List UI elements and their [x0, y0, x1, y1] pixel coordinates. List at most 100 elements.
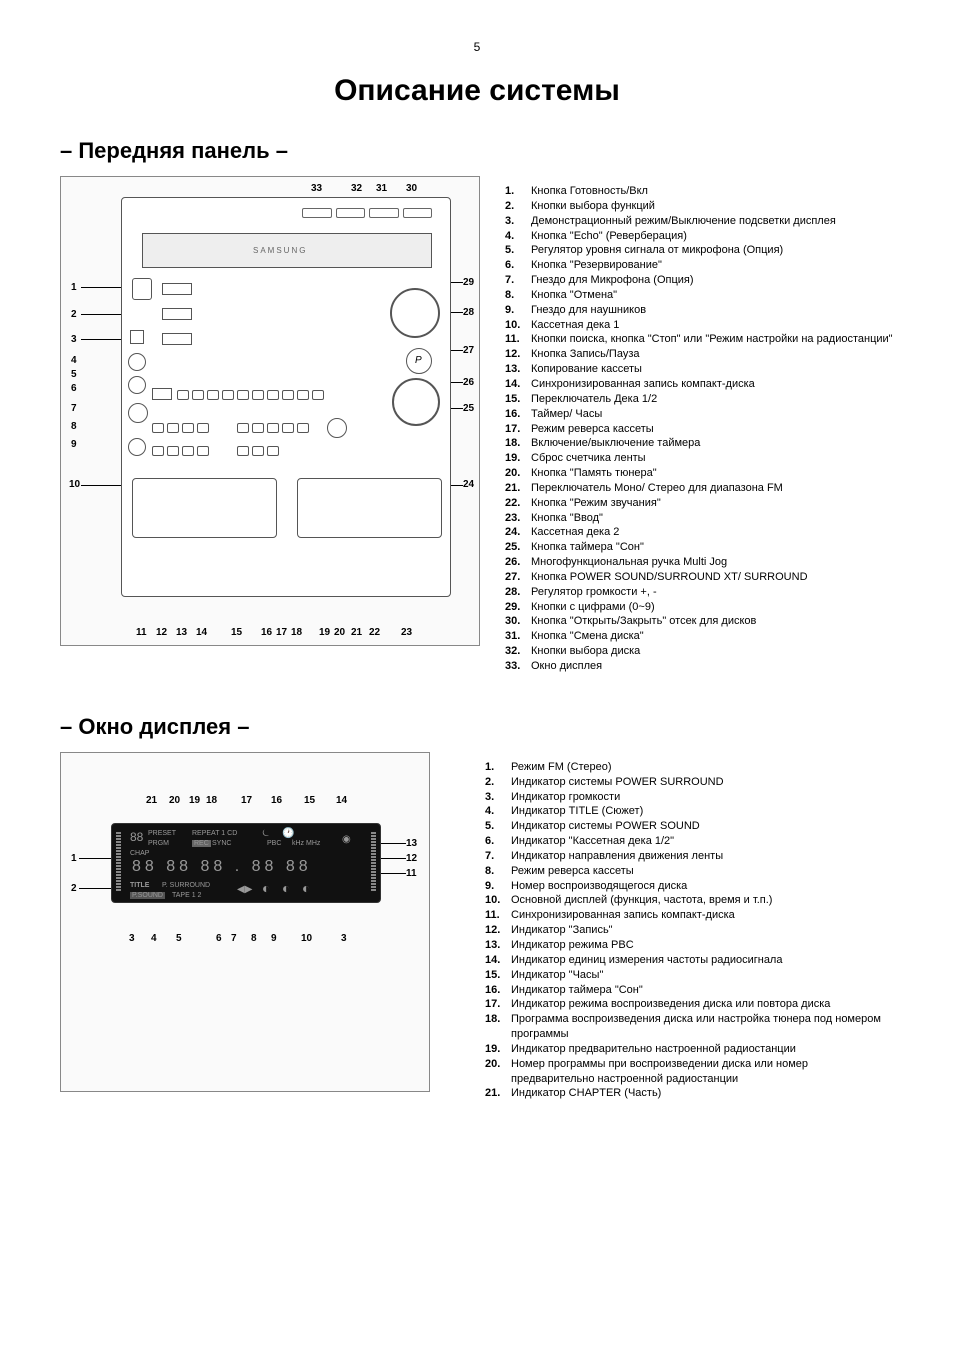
- legend-item: 27.Кнопка POWER SOUND/SURROUND XT/ SURRO…: [505, 570, 894, 585]
- legend-num: 10.: [505, 318, 531, 333]
- legend-text: Кнопка Запись/Пауза: [531, 347, 894, 362]
- leader: [381, 858, 406, 859]
- legend-text: Кнопка "Открыть/Закрыть" отсек для диско…: [531, 614, 894, 629]
- legend-num: 2.: [485, 775, 511, 790]
- legend-text: Кнопки поиска, кнопка "Стоп" или "Режим …: [531, 332, 894, 347]
- callout-25: 25: [463, 403, 474, 414]
- legend-num: 26.: [505, 555, 531, 570]
- ctrl-row3: [152, 446, 209, 458]
- legend-item: 28.Регулятор громкости +, -: [505, 585, 894, 600]
- legend-num: 1.: [505, 184, 531, 199]
- dcall-20: 20: [169, 795, 180, 806]
- callout-19: 19: [319, 627, 330, 638]
- legend-text: Гнездо для Микрофона (Опция): [531, 273, 894, 288]
- callout-30: 30: [406, 183, 417, 194]
- legend-num: 7.: [505, 273, 531, 288]
- front-panel-row: 33 32 31 30 1 2 3 4 5 6 7 8 9 10 29 28 2…: [60, 176, 894, 674]
- legend-num: 15.: [505, 392, 531, 407]
- legend-text: Режим реверса кассеты: [511, 864, 894, 879]
- legend-num: 21.: [485, 1086, 511, 1101]
- dcall-b10: 10: [301, 933, 312, 944]
- legend-text: Индикатор направления движения ленты: [511, 849, 894, 864]
- legend-item: 21.Индикатор CHAPTER (Часть): [485, 1086, 894, 1101]
- leader: [451, 312, 463, 313]
- callout-12: 12: [156, 627, 167, 638]
- bars-left: [116, 832, 121, 891]
- legend-item: 22.Кнопка "Режим звучания": [505, 496, 894, 511]
- legend-text: Режим реверса кассеты: [531, 422, 894, 437]
- legend-num: 20.: [505, 466, 531, 481]
- legend-num: 30.: [505, 614, 531, 629]
- legend-item: 14.Синхронизированная запись компакт-дис…: [505, 377, 894, 392]
- callout-1: 1: [71, 282, 77, 293]
- legend-num: 9.: [505, 303, 531, 318]
- legend-text: Индикатор "Кассетная дека 1/2": [511, 834, 894, 849]
- mic-knob: [128, 376, 146, 394]
- dcall-18: 18: [206, 795, 217, 806]
- legend-text: Переключатель Дека 1/2: [531, 392, 894, 407]
- legend-num: 18.: [485, 1012, 511, 1042]
- legend-text: Регулятор уровня сигнала от микрофона (О…: [531, 243, 894, 258]
- lcd-chap: CHAP: [130, 850, 149, 857]
- legend-item: 13.Индикатор режима PBC: [485, 938, 894, 953]
- dcall-17: 17: [241, 795, 252, 806]
- legend-item: 3.Индикатор громкости: [485, 790, 894, 805]
- legend-item: 18.Включение/выключение таймера: [505, 436, 894, 451]
- legend-item: 10.Основной дисплей (функция, частота, в…: [485, 893, 894, 908]
- tape-label: [162, 333, 192, 345]
- legend-text: Индикатор режима воспроизведения диска и…: [511, 997, 894, 1012]
- dcall-b9: 9: [271, 933, 277, 944]
- legend-num: 5.: [505, 243, 531, 258]
- legend-item: 24.Кассетная дека 2: [505, 525, 894, 540]
- callout-28: 28: [463, 307, 474, 318]
- dvd-label: [162, 308, 192, 320]
- legend-text: Индикатор режима PBC: [511, 938, 894, 953]
- legend-num: 3.: [505, 214, 531, 229]
- legend-text: Синхронизированная запись компакт-диска: [511, 908, 894, 923]
- callout-2: 2: [71, 309, 77, 320]
- legend-num: 33.: [505, 659, 531, 674]
- legend-num: 23.: [505, 511, 531, 526]
- legend-item: 21.Переключатель Моно/ Стерео для диапаз…: [505, 481, 894, 496]
- callout-29: 29: [463, 277, 474, 288]
- legend-text: Окно дисплея: [531, 659, 894, 674]
- legend-item: 30.Кнопка "Открыть/Закрыть" отсек для ди…: [505, 614, 894, 629]
- dcall-19: 19: [189, 795, 200, 806]
- legend-text: Индикатор TITLE (Сюжет): [511, 804, 894, 819]
- dcall-1: 1: [71, 853, 77, 864]
- legend-item: 12.Кнопка Запись/Пауза: [505, 347, 894, 362]
- display-title: – Окно дисплея –: [60, 714, 894, 740]
- legend-item: 23.Кнопка "Ввод": [505, 511, 894, 526]
- legend-item: 8.Режим реверса кассеты: [485, 864, 894, 879]
- legend-text: Таймер/ Часы: [531, 407, 894, 422]
- callout-3: 3: [71, 334, 77, 345]
- leader: [81, 314, 121, 315]
- lcd-title: TITLE: [130, 882, 149, 889]
- legend-text: Кнопки выбора функций: [531, 199, 894, 214]
- legend-item: 32.Кнопки выбора диска: [505, 644, 894, 659]
- legend-num: 4.: [485, 804, 511, 819]
- legend-text: Индикатор системы POWER SOUND: [511, 819, 894, 834]
- legend-item: 11.Кнопки поиска, кнопка "Стоп" или "Реж…: [505, 332, 894, 347]
- legend-num: 24.: [505, 525, 531, 540]
- callout-22: 22: [369, 627, 380, 638]
- bars-right: [371, 832, 376, 891]
- legend-item: 1.Режим FM (Стерео): [485, 760, 894, 775]
- legend-text: Кассетная дека 2: [531, 525, 894, 540]
- legend-item: 10.Кассетная дека 1: [505, 318, 894, 333]
- legend-item: 16.Таймер/ Часы: [505, 407, 894, 422]
- legend-item: 4.Индикатор TITLE (Сюжет): [485, 804, 894, 819]
- leader: [81, 485, 121, 486]
- leader: [79, 858, 111, 859]
- dcall-12: 12: [406, 853, 417, 864]
- dcall-21: 21: [146, 795, 157, 806]
- dcall-b8: 8: [251, 933, 257, 944]
- legend-item: 2.Кнопки выбора функций: [505, 199, 894, 214]
- callout-13: 13: [176, 627, 187, 638]
- ctrl-row4: [237, 446, 279, 458]
- callout-23: 23: [401, 627, 412, 638]
- lcd-disc1: ◐: [262, 880, 270, 896]
- leader: [451, 282, 463, 283]
- legend-item: 6.Кнопка "Резервирование": [505, 258, 894, 273]
- legend-item: 1.Кнопка Готовность/Вкл: [505, 184, 894, 199]
